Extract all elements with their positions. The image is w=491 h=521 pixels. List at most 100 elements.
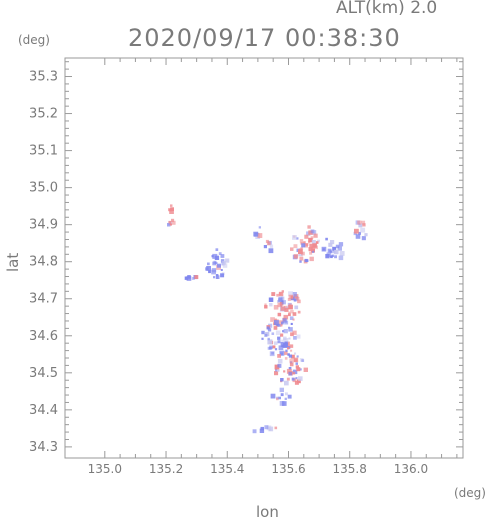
- echo-cell: [308, 241, 311, 244]
- echo-cell: [207, 262, 210, 266]
- x-tick-label: 135.6: [271, 462, 305, 476]
- echo-cell: [304, 258, 308, 263]
- echo-cell: [282, 330, 285, 333]
- echo-cell: [285, 392, 288, 396]
- y-tick-label: 34.9: [29, 218, 58, 233]
- x-tick-label: 135.8: [333, 462, 367, 476]
- echo-cell: [277, 354, 281, 358]
- echo-cell: [265, 239, 269, 243]
- echo-cell: [298, 376, 303, 381]
- echo-cell: [326, 252, 332, 257]
- echo-cell: [279, 324, 283, 327]
- x-tick-label: 135.4: [210, 462, 244, 476]
- echo-cell: [297, 310, 301, 314]
- echo-cell: [266, 241, 271, 246]
- echo-cell: [280, 333, 284, 337]
- echo-cell: [277, 358, 283, 364]
- echo-cell: [288, 327, 293, 332]
- echo-cell: [269, 303, 273, 307]
- echo-cell: [338, 242, 344, 247]
- echo-cell: [309, 243, 313, 248]
- echo-cell: [288, 291, 293, 297]
- echo-cell: [278, 297, 283, 302]
- echo-cell: [295, 377, 298, 380]
- echo-cell: [287, 347, 290, 350]
- echo-cell: [277, 336, 281, 340]
- lat-unit-label: (deg): [18, 33, 50, 47]
- echo-cell: [274, 318, 277, 321]
- echo-cell: [277, 324, 281, 327]
- echo-cell: [281, 290, 284, 293]
- echo-cell: [211, 255, 214, 258]
- echo-cell: [288, 337, 291, 340]
- echo-cell: [357, 220, 362, 225]
- echo-cell: [167, 223, 171, 227]
- echo-cell: [184, 276, 189, 280]
- echo-cell: [296, 355, 299, 358]
- echo-cell: [288, 371, 293, 376]
- echo-cell: [280, 306, 286, 311]
- echo-cell: [277, 363, 282, 368]
- echo-cell: [194, 275, 199, 279]
- echo-cell: [252, 429, 257, 434]
- echo-cell: [287, 353, 290, 356]
- echo-cell: [288, 313, 291, 317]
- echo-cell: [282, 318, 287, 323]
- x-tick-label: 135.0: [88, 462, 122, 476]
- echo-cell: [274, 348, 278, 351]
- echo-cell: [257, 233, 263, 238]
- echo-cell: [212, 261, 217, 266]
- echo-cell: [292, 292, 297, 297]
- echo-cell: [360, 227, 366, 233]
- y-tick-label: 35.3: [29, 70, 58, 85]
- echo-cell: [301, 243, 306, 248]
- echo-cell: [280, 352, 284, 356]
- echo-cell: [191, 277, 195, 280]
- echo-cell: [266, 326, 270, 330]
- echo-cell: [283, 329, 288, 334]
- echo-cell: [306, 231, 311, 236]
- echo-cell: [291, 377, 295, 381]
- echo-cell: [211, 268, 217, 273]
- echo-cell: [208, 270, 211, 274]
- y-tick-label: 34.4: [29, 403, 58, 418]
- echo-cell: [286, 377, 290, 381]
- echo-cell: [225, 258, 230, 263]
- echo-cell: [274, 426, 278, 430]
- echo-cell: [308, 247, 313, 252]
- y-tick-label: 35.2: [29, 107, 58, 122]
- echo-cell: [268, 248, 274, 254]
- y-tick-label: 34.6: [29, 329, 58, 344]
- echo-cell: [315, 241, 319, 244]
- echo-cell: [281, 300, 286, 305]
- echo-cell: [332, 246, 337, 251]
- echo-cell: [294, 380, 299, 385]
- echo-cell: [279, 387, 284, 393]
- echo-cell: [273, 305, 279, 310]
- echo-cell: [297, 299, 301, 304]
- echo-cell: [309, 251, 313, 255]
- echo-cell: [288, 326, 290, 329]
- echo-cell: [278, 396, 281, 400]
- echo-cell: [264, 303, 267, 306]
- echo-cell: [284, 320, 289, 325]
- echo-cell: [281, 339, 284, 342]
- echo-cell: [283, 314, 289, 320]
- echo-cell: [308, 237, 313, 243]
- echo-cell: [269, 345, 273, 349]
- echo-cell: [278, 292, 282, 296]
- echo-cell: [290, 295, 294, 299]
- echo-cell: [215, 262, 218, 265]
- echo-cell: [355, 234, 361, 239]
- echo-cell: [296, 367, 301, 372]
- echo-cell: [287, 298, 291, 301]
- echo-cell: [292, 235, 297, 240]
- y-tick-label: 34.7: [29, 292, 58, 307]
- echo-cell: [299, 260, 302, 263]
- echo-cell: [311, 246, 315, 251]
- echo-cell: [277, 302, 282, 308]
- echo-cell: [307, 225, 311, 229]
- echo-cell: [278, 345, 284, 351]
- echo-cell: [292, 330, 297, 335]
- echo-cell: [288, 367, 292, 370]
